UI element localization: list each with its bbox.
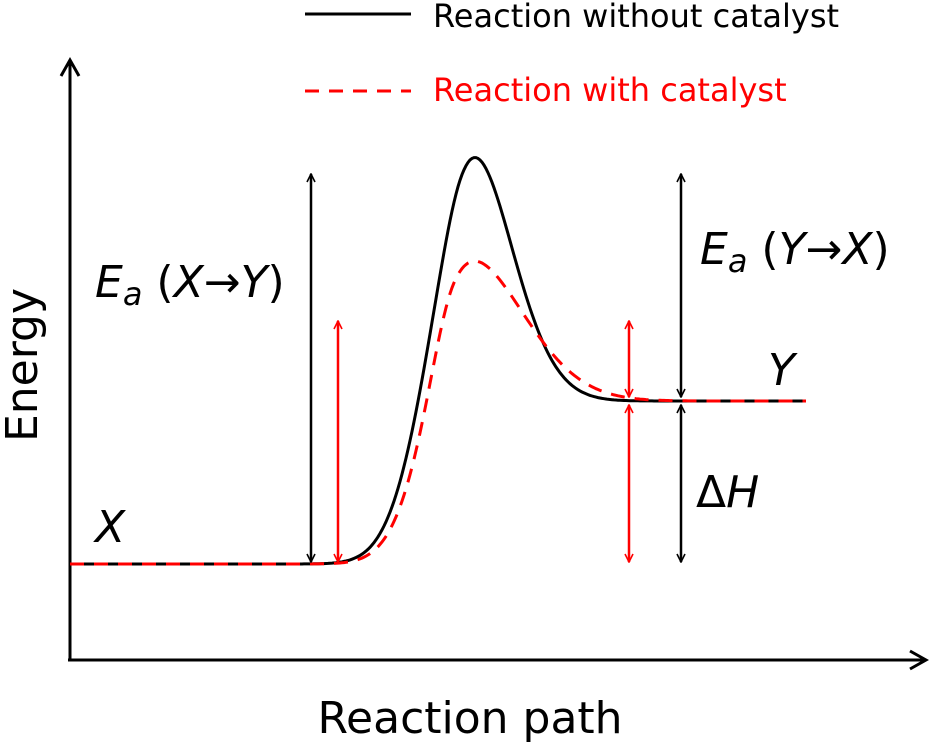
reactant-label: X: [93, 502, 126, 553]
ea-forward-label: Ea (X→Y): [95, 257, 285, 313]
y-axis-arrowhead: [59, 56, 81, 77]
catalyzed-curve: [70, 259, 806, 566]
x-axis-label: Reaction path: [317, 693, 622, 743]
axes: [59, 56, 929, 671]
legend: Reaction without catalyst Reaction with …: [305, 0, 839, 109]
delta-h-label: ΔH: [696, 467, 759, 518]
ea-reverse-label: Ea (Y→X): [700, 224, 890, 280]
legend-label-uncatalyzed: Reaction without catalyst: [433, 0, 839, 35]
y-axis-label: Energy: [0, 288, 48, 442]
x-axis-arrowhead: [909, 649, 929, 671]
legend-label-catalyzed: Reaction with catalyst: [433, 71, 787, 109]
product-label: Y: [768, 345, 798, 396]
